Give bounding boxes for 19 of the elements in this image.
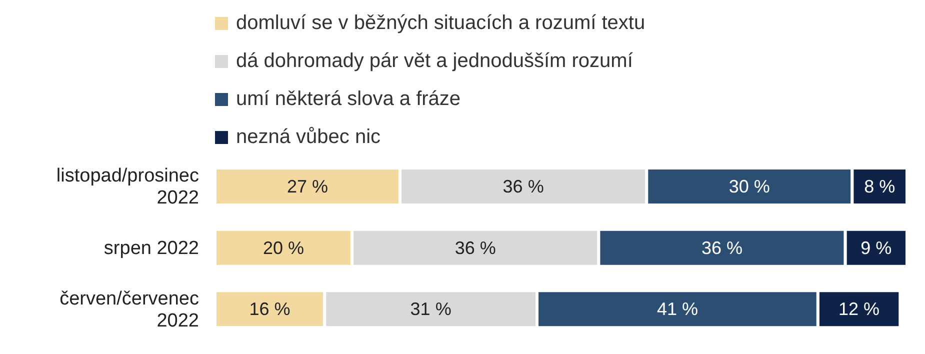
data-label: 31 %: [410, 299, 452, 320]
legend-label: dá dohromady pár vět a jednodušším rozumí: [236, 50, 633, 72]
legend-label: umí některá slova a fráze: [236, 88, 461, 110]
data-label: 12 %: [838, 299, 880, 320]
y-tick-label: srpen 2022: [104, 238, 199, 258]
data-label: 27 %: [286, 176, 328, 196]
y-tick-label: červen/červenec 2022: [60, 288, 199, 331]
data-label: 36 %: [454, 238, 496, 258]
y-tick-label: listopad/prosinec 2022: [56, 165, 199, 208]
data-label: 8 %: [864, 176, 896, 196]
data-label: 41 %: [656, 299, 698, 320]
data-label: 9 %: [860, 238, 892, 258]
legend-label: nezná vůbec nic: [236, 126, 381, 148]
data-label: 30 %: [728, 176, 770, 196]
legend-label: domluví se v běžných situacích a rozumí textu: [236, 12, 646, 34]
data-label: 36 %: [502, 176, 544, 196]
data-label: 36 %: [701, 238, 743, 258]
data-label: 16 %: [249, 299, 290, 320]
data-label: 20 %: [263, 238, 304, 258]
